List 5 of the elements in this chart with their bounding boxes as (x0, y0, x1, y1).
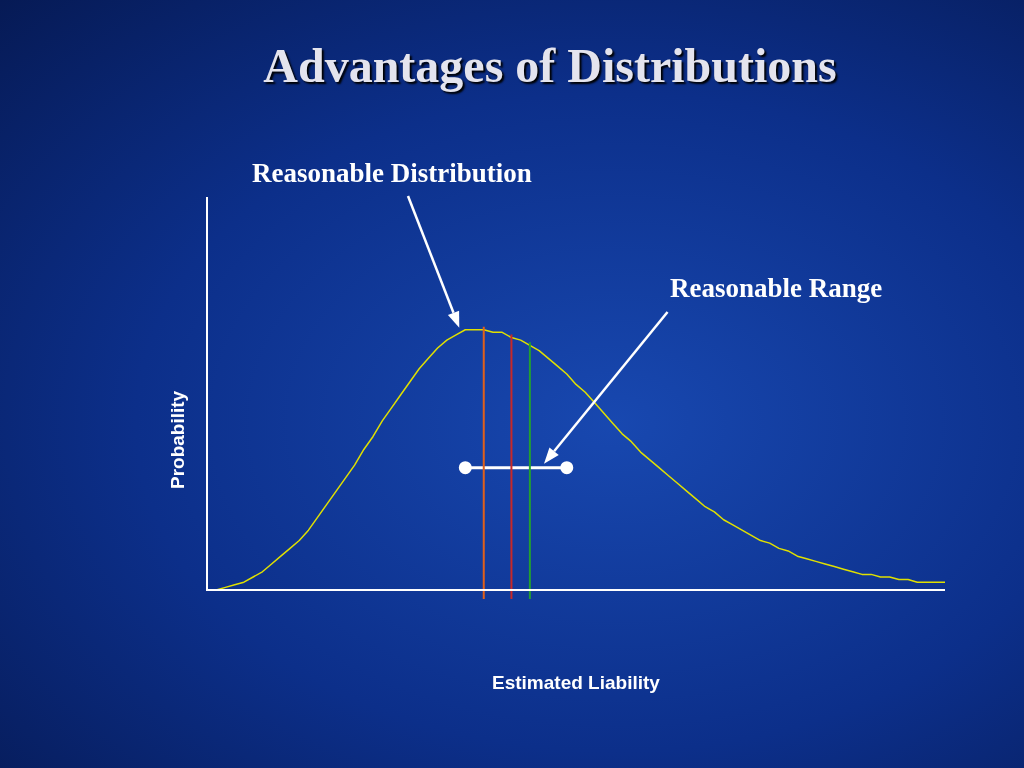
x-axis-title: Estimated Liability (492, 672, 660, 694)
chart-title: Advantages of Distributions (262, 38, 838, 93)
y-axis-title: Probability (167, 390, 189, 489)
text: Reasonable Distribution (252, 158, 532, 189)
text: Reasonable Range (670, 273, 883, 304)
